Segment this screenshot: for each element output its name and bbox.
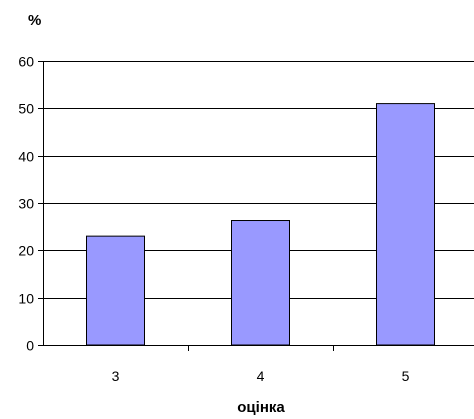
y-tick-label: 20: [18, 243, 34, 259]
x-tick-label: 5: [402, 368, 410, 384]
bar: [86, 235, 145, 346]
x-tick-label: 4: [257, 368, 265, 384]
y-axis-title: %: [28, 12, 41, 29]
y-tick-label: 60: [18, 54, 34, 70]
x-tick-label: 3: [112, 368, 120, 384]
y-tick-label: 50: [18, 101, 34, 117]
bars: [86, 103, 435, 346]
y-tick-label: 0: [26, 338, 34, 354]
axes: [38, 61, 474, 351]
y-tick-label: 10: [18, 291, 34, 307]
y-tick-label: 40: [18, 149, 34, 165]
y-tick-label: 30: [18, 196, 34, 212]
bar: [376, 103, 435, 346]
tick-labels: 0 10 20 30 40 50 60 3 4 5: [18, 54, 409, 385]
x-axis-title: оцінка: [237, 399, 285, 416]
bar: [231, 220, 290, 346]
